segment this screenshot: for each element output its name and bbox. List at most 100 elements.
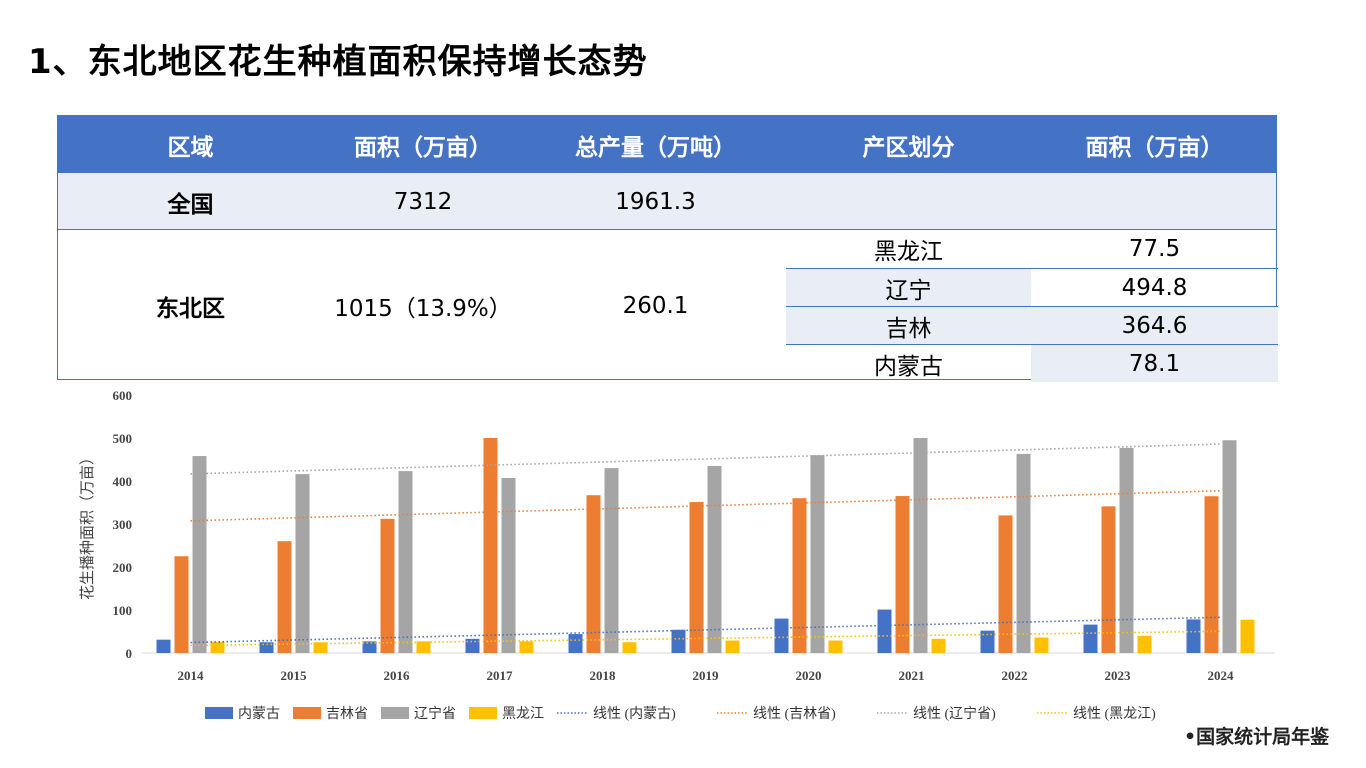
northeast-output: 260.1 (622, 292, 689, 319)
bar-吉林省-2023 (1101, 506, 1116, 653)
bar-辽宁省-2017 (501, 477, 516, 653)
bar-吉林省-2017 (483, 438, 498, 653)
y-tick-label: 600 (113, 388, 133, 403)
subregion-name: 吉林 (786, 306, 1031, 344)
subregion-name: 黑龙江 (874, 239, 943, 265)
slide-title: 1、东北地区花生种植面积保持增长态势 (28, 42, 648, 82)
x-tick-label: 2014 (178, 668, 205, 683)
legend-label: 内蒙古 (238, 706, 280, 722)
national-region: 全国 (167, 191, 214, 218)
y-tick-label: 100 (113, 603, 133, 618)
legend-label: 线性 (辽宁省) (913, 705, 996, 722)
subregion-name: 内蒙古 (786, 344, 1031, 382)
bar-吉林省-2015 (277, 541, 292, 653)
data-table: 区域 面积（万亩） 总产量（万吨） 产区划分 面积（万亩） 全国 7312 19… (57, 115, 1278, 382)
x-tick-label: 2022 (1002, 668, 1028, 683)
source-note: •国家统计局年鉴 (1184, 726, 1330, 748)
x-tick-label: 2018 (590, 668, 617, 683)
bar-辽宁省-2014 (192, 456, 207, 653)
bar-吉林省-2018 (586, 495, 601, 653)
subregion-area: 77.5 (1128, 236, 1181, 262)
y-tick-label: 300 (113, 517, 133, 532)
legend-swatch (293, 707, 321, 719)
legend-label: 辽宁省 (414, 705, 456, 722)
bar-吉林省-2019 (689, 502, 704, 653)
x-tick-label: 2021 (899, 668, 925, 683)
subregion-area: 364.6 (1031, 306, 1278, 344)
bar-辽宁省-2018 (604, 468, 619, 653)
bar-辽宁省-2020 (810, 455, 825, 653)
y-tick-label: 0 (126, 646, 133, 661)
header-region: 区域 (167, 134, 214, 161)
x-tick-label: 2016 (384, 668, 411, 683)
northeast-area: 1015（13.9%） (334, 295, 512, 322)
bar-辽宁省-2015 (295, 474, 310, 653)
bar-辽宁省-2016 (398, 471, 413, 653)
bar-内蒙古-2017 (465, 638, 480, 653)
bar-内蒙古-2015 (259, 642, 274, 653)
bar-辽宁省-2023 (1119, 447, 1134, 653)
y-tick-label: 400 (113, 474, 133, 489)
bar-内蒙古-2019 (671, 629, 686, 653)
y-axis-label: 花生播种面积（万亩） (78, 450, 96, 600)
table-row-national: 全国 7312 1961.3 (58, 173, 1276, 230)
bar-吉林省-2014 (174, 556, 189, 653)
bar-内蒙古-2020 (774, 618, 789, 653)
bar-内蒙古-2016 (362, 641, 377, 653)
y-tick-label: 200 (113, 560, 133, 575)
bar-黑龙江-2014 (210, 641, 225, 653)
header-area: 面积（万亩） (354, 134, 492, 161)
legend-label: 线性 (吉林省) (753, 706, 836, 722)
bar-黑龙江-2015 (313, 642, 328, 653)
x-tick-label: 2019 (693, 668, 720, 683)
x-tick-label: 2023 (1105, 668, 1132, 683)
x-tick-label: 2024 (1208, 668, 1235, 683)
legend-swatch (469, 707, 497, 719)
bar-辽宁省-2022 (1016, 453, 1031, 653)
legend-label: 线性 (内蒙古) (593, 706, 676, 722)
bar-吉林省-2021 (895, 496, 910, 653)
bar-黑龙江-2017 (519, 641, 534, 653)
y-tick-label: 500 (113, 431, 133, 446)
bar-辽宁省-2024 (1222, 440, 1237, 653)
bar-黑龙江-2022 (1034, 637, 1049, 653)
national-output: 1961.3 (615, 188, 696, 215)
bar-吉林省-2022 (998, 515, 1013, 653)
trendline-黑龙江 (190, 630, 1221, 647)
subregion-area: 494.8 (1031, 268, 1278, 306)
bar-吉林省-2024 (1204, 496, 1219, 653)
northeast-region: 东北区 (156, 295, 225, 322)
x-tick-label: 2020 (796, 668, 822, 683)
bar-内蒙古-2018 (568, 634, 583, 653)
bar-内蒙古-2021 (877, 609, 892, 653)
subregion-area: 78.1 (1031, 344, 1278, 382)
trendline-吉林省 (190, 489, 1221, 522)
national-area: 7312 (393, 188, 453, 215)
header-subarea: 面积（万亩） (1085, 134, 1224, 161)
bar-黑龙江-2020 (828, 640, 843, 653)
bar-辽宁省-2019 (707, 465, 722, 653)
header-output: 总产量（万吨） (575, 134, 736, 161)
legend-swatch (205, 707, 233, 719)
x-tick-label: 2015 (281, 668, 308, 683)
bar-内蒙古-2023 (1083, 624, 1098, 653)
bar-黑龙江-2016 (416, 641, 431, 653)
legend-swatch (381, 707, 409, 719)
legend-label: 吉林省 (326, 706, 368, 722)
x-tick-label: 2017 (487, 668, 514, 683)
bar-内蒙古-2014 (156, 639, 171, 653)
bar-吉林省-2020 (792, 498, 807, 653)
subregion-name: 辽宁 (786, 268, 1031, 306)
bar-内蒙古-2024 (1186, 619, 1201, 653)
bar-内蒙古-2022 (980, 630, 995, 653)
bar-黑龙江-2024 (1240, 619, 1255, 653)
bar-吉林省-2016 (380, 518, 395, 653)
bar-黑龙江-2019 (725, 640, 740, 653)
bar-黑龙江-2023 (1137, 635, 1152, 653)
table-header: 区域 面积（万亩） 总产量（万吨） 产区划分 面积（万亩） (58, 116, 1276, 173)
header-subregion: 产区划分 (862, 134, 955, 161)
bar-黑龙江-2018 (622, 642, 637, 653)
bar-辽宁省-2021 (913, 438, 928, 653)
legend-label: 线性 (黑龙江) (1073, 706, 1156, 722)
